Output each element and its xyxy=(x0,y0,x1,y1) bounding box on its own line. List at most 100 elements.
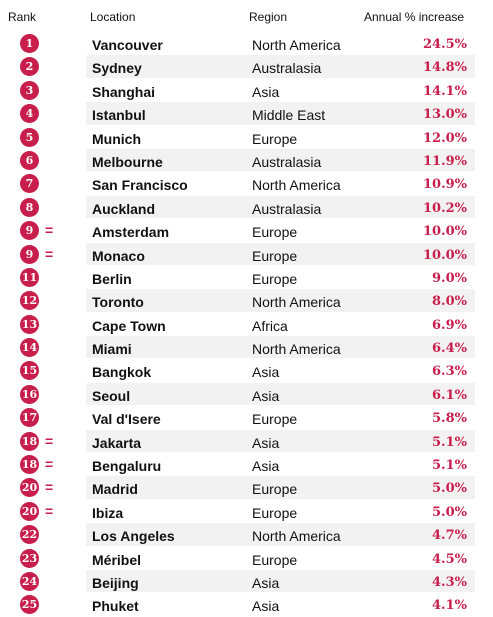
annual-increase-value: 5.8% xyxy=(432,411,467,427)
row-background xyxy=(86,569,475,594)
annual-increase-value: 6.1% xyxy=(432,387,467,403)
rank-badge: 9 xyxy=(20,221,39,241)
annual-increase-value: 11.9% xyxy=(422,153,467,169)
location-name: Val d'Isere xyxy=(92,411,161,428)
location-name: Berlin xyxy=(92,270,132,287)
region-name: North America xyxy=(252,294,341,311)
table-row: 1 Vancouver North America 24.5% xyxy=(0,32,493,56)
table-row: 15 Bangkok Asia 6.3% xyxy=(0,359,493,383)
row-background xyxy=(86,382,475,407)
row-background xyxy=(86,242,475,266)
row-background xyxy=(86,429,475,454)
annual-increase-value: 5.0% xyxy=(432,481,467,497)
region-name: Asia xyxy=(252,598,280,615)
annual-increase-value: 10.0% xyxy=(422,247,467,263)
region-name: Europe xyxy=(252,481,298,498)
location-name: Cape Town xyxy=(92,317,166,334)
region-name: Australasia xyxy=(252,200,322,217)
location-name: Sydney xyxy=(92,60,142,77)
location-name: Los Angeles xyxy=(92,528,175,545)
row-divider xyxy=(86,592,475,594)
annual-increase-value: 4.1% xyxy=(432,598,467,614)
annual-increase-value: 5.1% xyxy=(432,458,467,474)
rank-badge: 8 xyxy=(20,197,39,217)
row-divider xyxy=(86,124,475,126)
rank-badge: 17 xyxy=(20,408,39,428)
row-background xyxy=(86,172,475,196)
row-background xyxy=(86,476,475,500)
annual-increase-value: 4.3% xyxy=(432,574,467,590)
location-name: Méribel xyxy=(92,551,142,568)
row-background xyxy=(86,219,475,243)
location-name: Melbourne xyxy=(92,153,163,170)
table-row: 5 Munich Europe 12.0% xyxy=(0,125,493,149)
row-divider xyxy=(86,101,475,103)
rank-badge: 22 xyxy=(20,525,39,545)
header-rank: Rank xyxy=(8,10,37,24)
row-divider xyxy=(86,452,475,454)
region-name: Asia xyxy=(252,387,280,404)
tied-rank-marker: = xyxy=(45,502,54,519)
region-name: Europe xyxy=(252,224,298,241)
location-name: Ibiza xyxy=(92,504,124,521)
row-divider xyxy=(86,615,475,617)
region-name: North America xyxy=(252,528,341,545)
row-background xyxy=(86,312,475,337)
rank-badge: 16 xyxy=(20,384,39,404)
location-name: Amsterdam xyxy=(92,224,170,241)
annual-increase-value: 14.8% xyxy=(422,60,467,76)
location-name: Phuket xyxy=(92,598,139,615)
annual-increase-value: 9.0% xyxy=(432,270,467,286)
table-row: 7 San Francisco North America 10.9% xyxy=(0,172,493,196)
table-row: 2 Sydney Australasia 14.8% xyxy=(0,55,493,79)
region-name: Asia xyxy=(252,458,280,475)
location-name: Shanghai xyxy=(92,83,156,100)
tied-rank-marker: = xyxy=(45,432,54,449)
region-name: Asia xyxy=(252,434,280,451)
row-background xyxy=(86,195,475,220)
annual-increase-value: 8.0% xyxy=(432,294,467,310)
row-divider xyxy=(86,405,475,407)
annual-increase-value: 4.7% xyxy=(432,528,467,544)
annual-increase-value: 5.1% xyxy=(432,434,467,450)
rank-badge: 18 xyxy=(20,455,39,475)
annual-increase-value: 24.5% xyxy=(422,37,467,52)
row-background xyxy=(86,289,475,313)
rank-badge: 25 xyxy=(20,595,39,615)
row-divider xyxy=(86,288,475,290)
row-background xyxy=(86,102,475,126)
table-row: 18 = Jakarta Asia 5.1% xyxy=(0,429,493,454)
annual-increase-value: 12.0% xyxy=(422,130,467,146)
location-name: Seoul xyxy=(92,387,131,404)
row-divider xyxy=(86,77,475,79)
table-body: 1 Vancouver North America 24.5% 2 Sydney Austr… xyxy=(0,32,493,617)
row-divider xyxy=(86,241,475,243)
row-background xyxy=(86,523,475,547)
table-row: 3 Shanghai Asia 14.1% xyxy=(0,78,493,103)
row-divider xyxy=(86,171,475,173)
region-name: North America xyxy=(252,177,341,194)
row-background xyxy=(86,359,475,383)
tied-rank-marker: = xyxy=(45,456,54,473)
location-name: Monaco xyxy=(92,247,145,264)
region-name: North America xyxy=(252,341,341,358)
row-background xyxy=(86,32,475,56)
region-name: Asia xyxy=(252,364,280,381)
annual-increase-value: 6.4% xyxy=(432,341,467,357)
table-row: 13 Cape Town Africa 6.9% xyxy=(0,312,493,337)
location-name: Auckland xyxy=(92,200,156,217)
table-row: 14 Miami North America 6.4% xyxy=(0,336,493,360)
location-name: Bengaluru xyxy=(92,458,162,475)
rank-badge: 18 xyxy=(20,431,39,451)
row-divider xyxy=(86,498,475,500)
row-background xyxy=(86,265,475,290)
table-row: 16 Seoul Asia 6.1% xyxy=(0,382,493,407)
row-divider xyxy=(86,335,475,337)
row-divider xyxy=(86,358,475,360)
row-background xyxy=(86,499,475,524)
table-row: 12 Toronto North America 8.0% xyxy=(0,289,493,313)
rank-badge: 4 xyxy=(20,104,39,124)
rank-badge: 7 xyxy=(20,174,39,194)
header-region: Region xyxy=(249,10,288,24)
